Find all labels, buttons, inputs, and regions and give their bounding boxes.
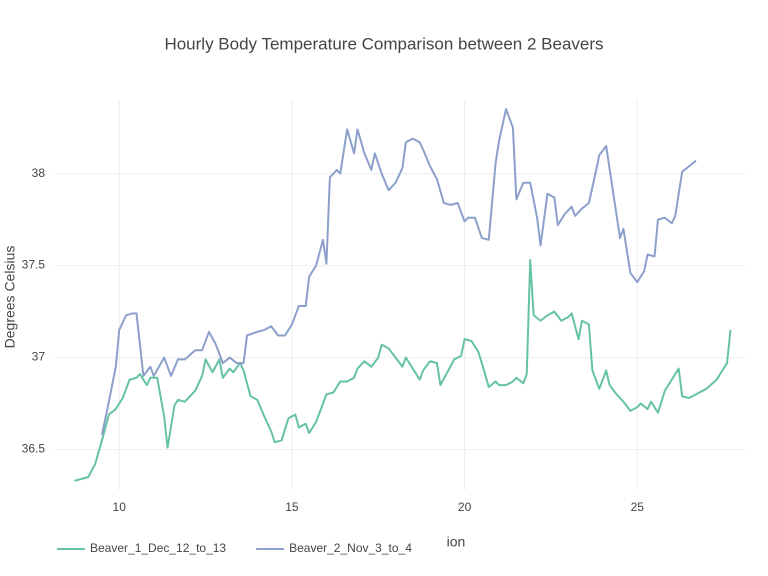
x-tick-label: 25 <box>631 500 645 514</box>
x-tick-label: 15 <box>285 500 299 514</box>
y-tick-label: 37 <box>32 350 46 364</box>
y-tick-label: 36.5 <box>22 442 46 456</box>
x-tick-label: 10 <box>113 500 127 514</box>
legend-label: Beaver_2_Nov_3_to_4 <box>289 541 412 555</box>
x-tick-label: 20 <box>458 500 472 514</box>
y-axis-label: Degrees Celsius <box>2 246 18 349</box>
data-line <box>74 259 732 482</box>
x-axis-label: ion <box>447 534 466 550</box>
data-line <box>100 108 697 436</box>
legend-label: Beaver_1_Dec_12_to_13 <box>90 541 226 555</box>
y-tick-label: 38 <box>32 166 46 180</box>
y-tick-label: 37.5 <box>22 258 46 272</box>
chart-title: Hourly Body Temperature Comparison betwe… <box>164 34 603 53</box>
